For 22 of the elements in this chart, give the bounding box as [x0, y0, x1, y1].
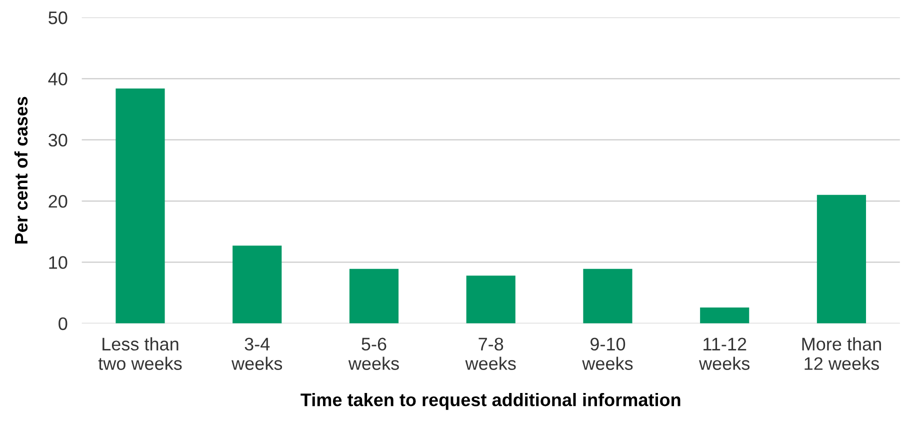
y-tick-label: 30	[48, 134, 68, 147]
bar	[116, 88, 165, 324]
y-tick-label: 10	[49, 256, 68, 269]
y-tick-label: 0	[58, 317, 68, 330]
x-tick-label: Less than two weeks	[98, 337, 182, 370]
x-tick-label: 3-4 weeks	[232, 338, 282, 370]
x-tick-label: 11-12 weeks	[698, 338, 750, 370]
bar	[349, 268, 399, 324]
bar	[816, 194, 866, 324]
x-tick-label: More than 12 weeks	[802, 337, 881, 370]
y-tick-label: 20	[48, 194, 68, 208]
y-tick-label: 50	[48, 11, 68, 24]
y-tick-label: 40	[48, 72, 68, 86]
bar	[583, 268, 632, 324]
y-axis-title: Per cent of cases	[14, 96, 28, 244]
bar	[466, 276, 516, 324]
bar	[232, 246, 282, 324]
x-axis-title: Time taken to request additional information	[300, 392, 680, 410]
bar	[700, 307, 750, 324]
x-tick-label: 9-10 weeks	[582, 338, 633, 370]
x-tick-label: 7-8 weeks	[465, 338, 516, 370]
x-tick-label: 5-6 weeks	[348, 338, 399, 370]
